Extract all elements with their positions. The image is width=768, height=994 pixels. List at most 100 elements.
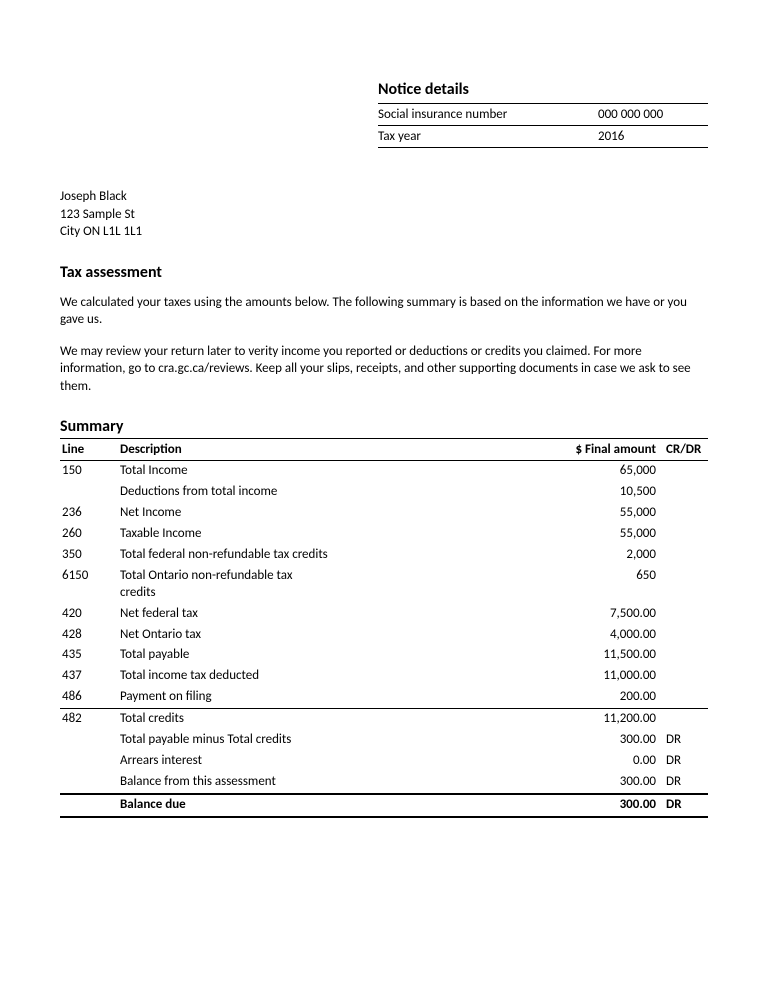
balance-amount: 300.00 xyxy=(538,794,658,817)
table-row: 350Total federal non-refundable tax cred… xyxy=(60,545,708,566)
cell-line: 150 xyxy=(60,461,118,482)
cell-amount: 200.00 xyxy=(538,687,658,708)
assessment-p1: We calculated your taxes using the amoun… xyxy=(60,294,708,329)
cell-line: 260 xyxy=(60,524,118,545)
cell-desc: Arrears interest xyxy=(118,751,538,772)
cell-line xyxy=(60,730,118,751)
cell-crdr xyxy=(658,625,708,646)
cell-desc: Total payable minus Total credits xyxy=(118,730,538,751)
cell-desc: Deductions from total income xyxy=(118,482,538,503)
cell-amount: 65,000 xyxy=(538,461,658,482)
cell-amount: 55,000 xyxy=(538,503,658,524)
cell-crdr: DR xyxy=(658,751,708,772)
cell-line: 435 xyxy=(60,645,118,666)
col-crdr: CR/DR xyxy=(658,439,708,461)
cell-amount: 55,000 xyxy=(538,524,658,545)
cell-desc: Total Ontario non-refundable tax credits xyxy=(118,566,538,604)
cell-crdr xyxy=(658,666,708,687)
cell-crdr xyxy=(658,566,708,604)
notice-label: Tax year xyxy=(378,129,598,144)
cell-amount: 300.00 xyxy=(538,772,658,794)
cell-amount: 11,500.00 xyxy=(538,645,658,666)
cell-amount: 10,500 xyxy=(538,482,658,503)
cell-desc: Total payable xyxy=(118,645,538,666)
col-amount: $ Final amount xyxy=(538,439,658,461)
col-line: Line xyxy=(60,439,118,461)
balance-crdr: DR xyxy=(658,794,708,817)
cell-crdr xyxy=(658,604,708,625)
notice-details: Notice details Social insurance number 0… xyxy=(378,80,708,148)
table-row: Balance from this assessment300.00DR xyxy=(60,772,708,794)
cell-crdr xyxy=(658,461,708,482)
address-name: Joseph Black xyxy=(60,188,708,206)
cell-crdr xyxy=(658,524,708,545)
cell-amount: 11,200.00 xyxy=(538,709,658,730)
address-city: City ON L1L 1L1 xyxy=(60,223,708,241)
cell-desc: Total credits xyxy=(118,709,538,730)
cell-desc: Net Income xyxy=(118,503,538,524)
cell-desc: Balance from this assessment xyxy=(118,772,538,794)
cell-crdr xyxy=(658,687,708,708)
notice-label: Social insurance number xyxy=(378,107,598,122)
table-row: Deductions from total income10,500 xyxy=(60,482,708,503)
cell-amount: 300.00 xyxy=(538,730,658,751)
cell-line: 428 xyxy=(60,625,118,646)
cell-desc: Total Income xyxy=(118,461,538,482)
table-row: 486Payment on filing200.00 xyxy=(60,687,708,708)
cell-amount: 7,500.00 xyxy=(538,604,658,625)
cell-desc: Total income tax deducted xyxy=(118,666,538,687)
assessment-heading: Tax assessment xyxy=(60,263,708,282)
cell-line: 350 xyxy=(60,545,118,566)
table-row: 435Total payable11,500.00 xyxy=(60,645,708,666)
notice-row-sin: Social insurance number 000 000 000 xyxy=(378,103,708,125)
cell-amount: 11,000.00 xyxy=(538,666,658,687)
table-row: Arrears interest0.00DR xyxy=(60,751,708,772)
recipient-address: Joseph Black 123 Sample St City ON L1L 1… xyxy=(60,188,708,241)
summary-header-row: Line Description $ Final amount CR/DR xyxy=(60,439,708,461)
table-row: 236Net Income55,000 xyxy=(60,503,708,524)
table-row: 6150Total Ontario non-refundable tax cre… xyxy=(60,566,708,604)
cell-crdr xyxy=(658,482,708,503)
cell-crdr xyxy=(658,545,708,566)
table-row: Total payable minus Total credits300.00D… xyxy=(60,730,708,751)
cell-amount: 0.00 xyxy=(538,751,658,772)
table-row: 482Total credits11,200.00 xyxy=(60,709,708,730)
cell-crdr: DR xyxy=(658,772,708,794)
cell-amount: 2,000 xyxy=(538,545,658,566)
cell-line xyxy=(60,772,118,794)
col-desc: Description xyxy=(118,439,538,461)
table-row: 260Taxable Income55,000 xyxy=(60,524,708,545)
cell-desc: Net federal tax xyxy=(118,604,538,625)
cell-desc: Taxable Income xyxy=(118,524,538,545)
cell-line: 6150 xyxy=(60,566,118,604)
summary-heading: Summary xyxy=(60,417,708,439)
table-row: 420Net federal tax7,500.00 xyxy=(60,604,708,625)
balance-row: Balance due 300.00 DR xyxy=(60,794,708,817)
table-row: 428Net Ontario tax4,000.00 xyxy=(60,625,708,646)
cell-line xyxy=(60,482,118,503)
cell-line: 236 xyxy=(60,503,118,524)
assessment-p2: We may review your return later to verit… xyxy=(60,343,708,396)
notice-row-year: Tax year 2016 xyxy=(378,125,708,148)
cell-desc: Payment on filing xyxy=(118,687,538,708)
cell-line xyxy=(60,751,118,772)
cell-desc: Total federal non-refundable tax credits xyxy=(118,545,538,566)
cell-amount: 4,000.00 xyxy=(538,625,658,646)
cell-crdr xyxy=(658,503,708,524)
cell-line: 437 xyxy=(60,666,118,687)
notice-value: 2016 xyxy=(598,129,708,144)
cell-desc: Net Ontario tax xyxy=(118,625,538,646)
cell-crdr xyxy=(658,645,708,666)
cell-crdr xyxy=(658,709,708,730)
table-row: 437Total income tax deducted11,000.00 xyxy=(60,666,708,687)
address-street: 123 Sample St xyxy=(60,206,708,224)
cell-line: 486 xyxy=(60,687,118,708)
balance-desc: Balance due xyxy=(118,794,538,817)
cell-crdr: DR xyxy=(658,730,708,751)
notice-value: 000 000 000 xyxy=(598,107,708,122)
table-row: 150Total Income65,000 xyxy=(60,461,708,482)
notice-title: Notice details xyxy=(378,80,708,103)
cell-line: 482 xyxy=(60,709,118,730)
summary-table: Line Description $ Final amount CR/DR 15… xyxy=(60,439,708,817)
cell-amount: 650 xyxy=(538,566,658,604)
